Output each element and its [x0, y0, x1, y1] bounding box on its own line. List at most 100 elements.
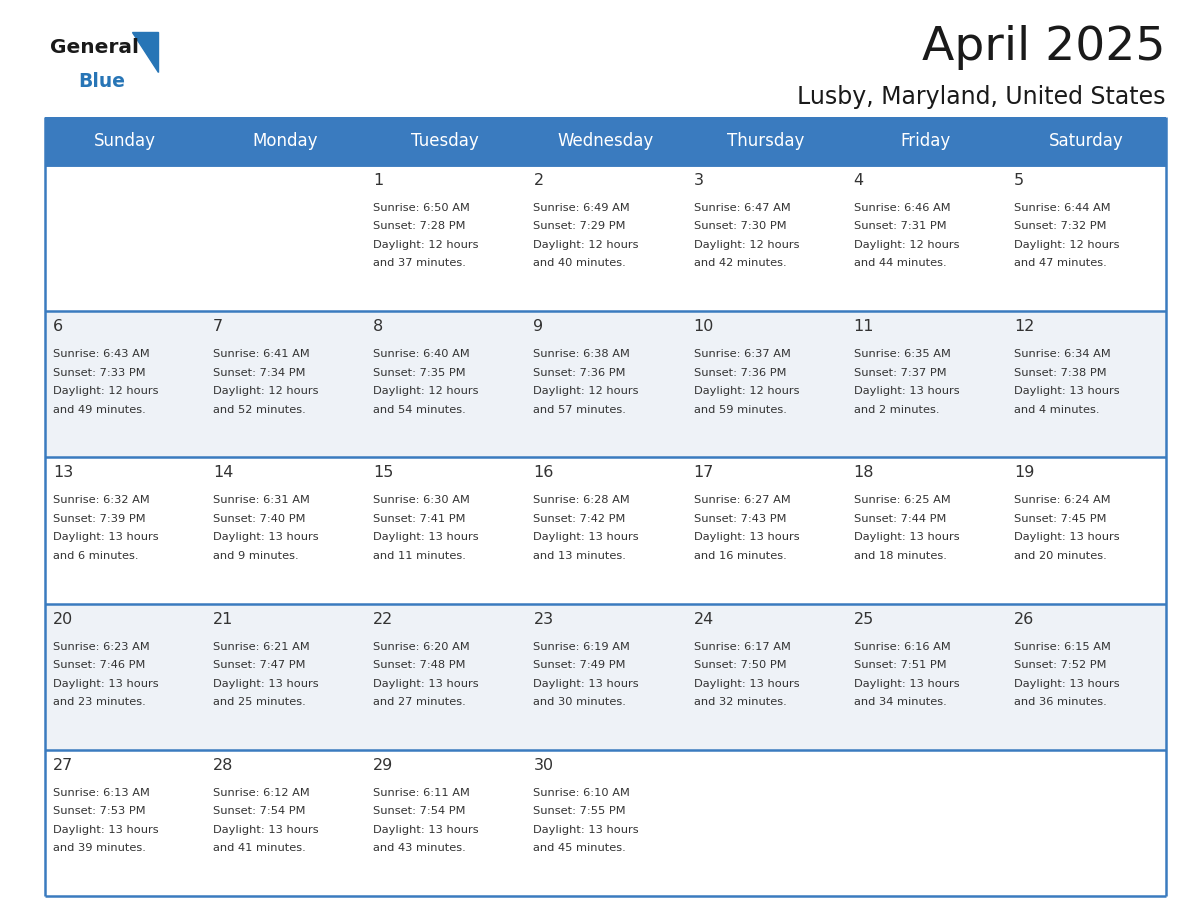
Bar — [685, 165, 846, 311]
Text: 14: 14 — [213, 465, 234, 480]
Bar — [206, 604, 365, 750]
Text: 27: 27 — [53, 757, 74, 773]
Text: Sunset: 7:45 PM: Sunset: 7:45 PM — [1013, 514, 1106, 524]
Text: April 2025: April 2025 — [923, 25, 1165, 70]
Text: Sunset: 7:29 PM: Sunset: 7:29 PM — [533, 221, 626, 231]
Text: 1: 1 — [373, 173, 384, 188]
Text: Sunrise: 6:31 AM: Sunrise: 6:31 AM — [213, 496, 310, 506]
Text: Sunrise: 6:44 AM: Sunrise: 6:44 AM — [1013, 203, 1111, 213]
Text: Sunset: 7:30 PM: Sunset: 7:30 PM — [694, 221, 786, 231]
Bar — [45, 311, 206, 457]
Bar — [365, 604, 525, 750]
Text: Daylight: 13 hours: Daylight: 13 hours — [373, 824, 479, 834]
Text: 4: 4 — [854, 173, 864, 188]
Bar — [1006, 311, 1165, 457]
Bar — [45, 117, 206, 165]
Text: and 36 minutes.: and 36 minutes. — [1013, 697, 1106, 707]
Text: Sunrise: 6:20 AM: Sunrise: 6:20 AM — [373, 642, 470, 652]
Text: Daylight: 13 hours: Daylight: 13 hours — [213, 532, 318, 543]
Text: Daylight: 12 hours: Daylight: 12 hours — [373, 386, 479, 397]
Text: 21: 21 — [213, 611, 234, 627]
Bar — [525, 311, 685, 457]
Text: Daylight: 13 hours: Daylight: 13 hours — [1013, 678, 1119, 688]
Text: and 43 minutes.: and 43 minutes. — [373, 844, 466, 854]
Text: and 37 minutes.: and 37 minutes. — [373, 259, 466, 268]
Text: Sunrise: 6:24 AM: Sunrise: 6:24 AM — [1013, 496, 1111, 506]
Text: Daylight: 13 hours: Daylight: 13 hours — [373, 678, 479, 688]
Bar — [1006, 604, 1165, 750]
Text: Daylight: 13 hours: Daylight: 13 hours — [213, 824, 318, 834]
Text: 5: 5 — [1013, 173, 1024, 188]
Text: and 30 minutes.: and 30 minutes. — [533, 697, 626, 707]
Text: and 6 minutes.: and 6 minutes. — [53, 551, 139, 561]
Text: and 39 minutes.: and 39 minutes. — [53, 844, 146, 854]
Text: and 16 minutes.: and 16 minutes. — [694, 551, 786, 561]
Text: Sunrise: 6:15 AM: Sunrise: 6:15 AM — [1013, 642, 1111, 652]
Bar — [846, 165, 1006, 311]
Bar — [525, 117, 685, 165]
Text: Daylight: 13 hours: Daylight: 13 hours — [533, 824, 639, 834]
Text: 26: 26 — [1013, 611, 1034, 627]
Text: Sunrise: 6:37 AM: Sunrise: 6:37 AM — [694, 349, 790, 359]
Text: Sunrise: 6:11 AM: Sunrise: 6:11 AM — [373, 788, 470, 798]
Bar — [685, 117, 846, 165]
Bar — [525, 604, 685, 750]
Text: Sunset: 7:50 PM: Sunset: 7:50 PM — [694, 660, 786, 670]
Text: Lusby, Maryland, United States: Lusby, Maryland, United States — [797, 85, 1165, 109]
Bar — [206, 750, 365, 896]
Bar — [365, 311, 525, 457]
Text: Saturday: Saturday — [1049, 132, 1124, 150]
Text: and 4 minutes.: and 4 minutes. — [1013, 405, 1099, 415]
Text: Sunrise: 6:21 AM: Sunrise: 6:21 AM — [213, 642, 310, 652]
Text: Sunrise: 6:30 AM: Sunrise: 6:30 AM — [373, 496, 470, 506]
Text: Sunset: 7:41 PM: Sunset: 7:41 PM — [373, 514, 466, 524]
Text: and 23 minutes.: and 23 minutes. — [53, 697, 146, 707]
Text: Daylight: 12 hours: Daylight: 12 hours — [533, 386, 639, 397]
Text: Daylight: 13 hours: Daylight: 13 hours — [213, 678, 318, 688]
Text: Daylight: 13 hours: Daylight: 13 hours — [53, 532, 159, 543]
Text: Sunset: 7:35 PM: Sunset: 7:35 PM — [373, 368, 466, 377]
Text: 20: 20 — [53, 611, 74, 627]
Bar — [685, 457, 846, 604]
Text: Sunrise: 6:10 AM: Sunrise: 6:10 AM — [533, 788, 631, 798]
Text: 13: 13 — [53, 465, 74, 480]
Text: Sunrise: 6:13 AM: Sunrise: 6:13 AM — [53, 788, 150, 798]
Text: Sunrise: 6:38 AM: Sunrise: 6:38 AM — [533, 349, 631, 359]
Text: Daylight: 12 hours: Daylight: 12 hours — [694, 240, 800, 250]
Text: Daylight: 13 hours: Daylight: 13 hours — [533, 532, 639, 543]
Bar — [1006, 457, 1165, 604]
Bar — [846, 457, 1006, 604]
Text: Daylight: 12 hours: Daylight: 12 hours — [694, 386, 800, 397]
Text: and 44 minutes.: and 44 minutes. — [854, 259, 947, 268]
Text: and 42 minutes.: and 42 minutes. — [694, 259, 786, 268]
Text: Monday: Monday — [253, 132, 318, 150]
Text: Daylight: 13 hours: Daylight: 13 hours — [694, 532, 800, 543]
Text: Sunset: 7:31 PM: Sunset: 7:31 PM — [854, 221, 947, 231]
Bar — [45, 457, 206, 604]
Polygon shape — [132, 32, 158, 72]
Text: Daylight: 13 hours: Daylight: 13 hours — [854, 386, 960, 397]
Text: Daylight: 13 hours: Daylight: 13 hours — [53, 824, 159, 834]
Text: 23: 23 — [533, 611, 554, 627]
Text: Tuesday: Tuesday — [411, 132, 479, 150]
Text: Daylight: 13 hours: Daylight: 13 hours — [854, 678, 960, 688]
Bar — [45, 604, 206, 750]
Bar — [846, 117, 1006, 165]
Bar — [846, 311, 1006, 457]
Bar — [206, 165, 365, 311]
Text: Daylight: 13 hours: Daylight: 13 hours — [373, 532, 479, 543]
Text: Sunrise: 6:32 AM: Sunrise: 6:32 AM — [53, 496, 150, 506]
Text: Daylight: 12 hours: Daylight: 12 hours — [53, 386, 158, 397]
Text: Sunrise: 6:34 AM: Sunrise: 6:34 AM — [1013, 349, 1111, 359]
Text: Sunset: 7:38 PM: Sunset: 7:38 PM — [1013, 368, 1106, 377]
Text: and 25 minutes.: and 25 minutes. — [213, 697, 305, 707]
Bar — [685, 604, 846, 750]
Text: Sunset: 7:39 PM: Sunset: 7:39 PM — [53, 514, 146, 524]
Text: Daylight: 13 hours: Daylight: 13 hours — [53, 678, 159, 688]
Text: Sunset: 7:47 PM: Sunset: 7:47 PM — [213, 660, 305, 670]
Bar — [525, 750, 685, 896]
Text: Sunset: 7:37 PM: Sunset: 7:37 PM — [854, 368, 947, 377]
Text: Friday: Friday — [901, 132, 950, 150]
Text: and 40 minutes.: and 40 minutes. — [533, 259, 626, 268]
Text: 9: 9 — [533, 319, 544, 334]
